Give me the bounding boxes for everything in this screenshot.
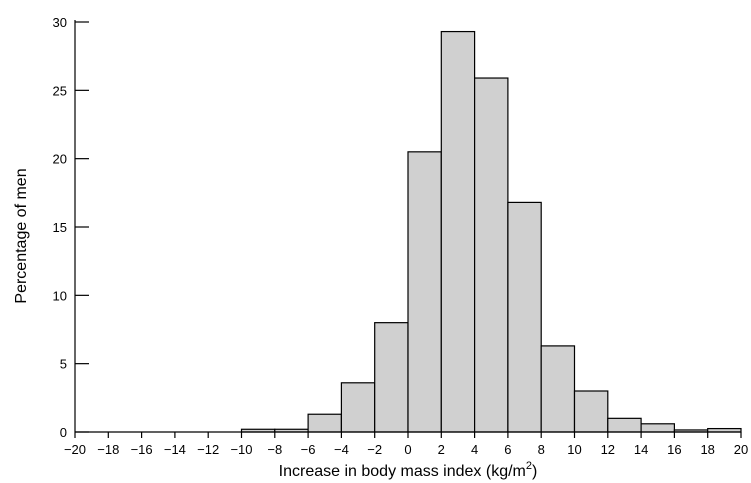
x-tick-label: 18	[700, 442, 714, 457]
x-tick-label: −20	[64, 442, 86, 457]
x-tick-label: 8	[538, 442, 545, 457]
x-axis-title-superscript: 2	[526, 460, 532, 472]
x-axis-title-main: Increase in body mass index (kg/m	[279, 463, 526, 480]
x-axis-title: Increase in body mass index (kg/m2)	[279, 460, 538, 480]
x-tick-label: −10	[230, 442, 252, 457]
histogram-bar	[507, 201, 542, 433]
histogram-bar	[374, 322, 409, 433]
x-tick-label: −4	[334, 442, 349, 457]
y-tick-label: 10	[53, 288, 67, 303]
histogram-bar	[474, 77, 509, 433]
histogram-bar	[340, 382, 376, 433]
histogram-bar	[440, 30, 476, 433]
y-axis-ticks: 0 5 10 15 20 25 30	[53, 15, 89, 440]
y-tick-label: 25	[53, 83, 67, 98]
histogram-bar	[573, 390, 609, 433]
x-axis-title-suffix: )	[532, 463, 537, 480]
x-tick-label: 14	[634, 442, 648, 457]
x-tick-label: −16	[131, 442, 153, 457]
x-tick-label: 20	[734, 442, 748, 457]
x-tick-label: −2	[367, 442, 382, 457]
x-tick-label: −14	[164, 442, 186, 457]
x-tick-label: 12	[601, 442, 615, 457]
histogram-bar	[407, 151, 442, 433]
x-tick-label: 0	[404, 442, 411, 457]
x-axis-ticks: −20 −18 −16 −14 −12 −10 −8 −6 −4 −2 0 2 4 6 8 10 12 14 16 1…	[64, 432, 748, 457]
y-tick-label: 20	[53, 152, 67, 167]
histogram-bar	[540, 345, 576, 433]
y-tick-label: 0	[60, 425, 67, 440]
x-tick-label: −18	[97, 442, 119, 457]
y-axis-title: Percentage of men	[13, 168, 30, 303]
y-tick-label: 15	[53, 220, 67, 235]
x-tick-label: −6	[301, 442, 316, 457]
histogram-bar	[640, 423, 675, 433]
y-tick-label: 5	[60, 357, 67, 372]
histogram-bars	[240, 30, 742, 433]
x-tick-label: 4	[471, 442, 478, 457]
x-tick-label: 10	[567, 442, 581, 457]
histogram-bar	[307, 413, 343, 433]
x-tick-label: −12	[197, 442, 219, 457]
x-tick-label: 2	[438, 442, 445, 457]
x-tick-label: 6	[504, 442, 511, 457]
x-tick-label: −8	[267, 442, 282, 457]
histogram-bar	[607, 417, 642, 433]
x-tick-label: 16	[667, 442, 681, 457]
y-tick-label: 30	[53, 15, 67, 30]
